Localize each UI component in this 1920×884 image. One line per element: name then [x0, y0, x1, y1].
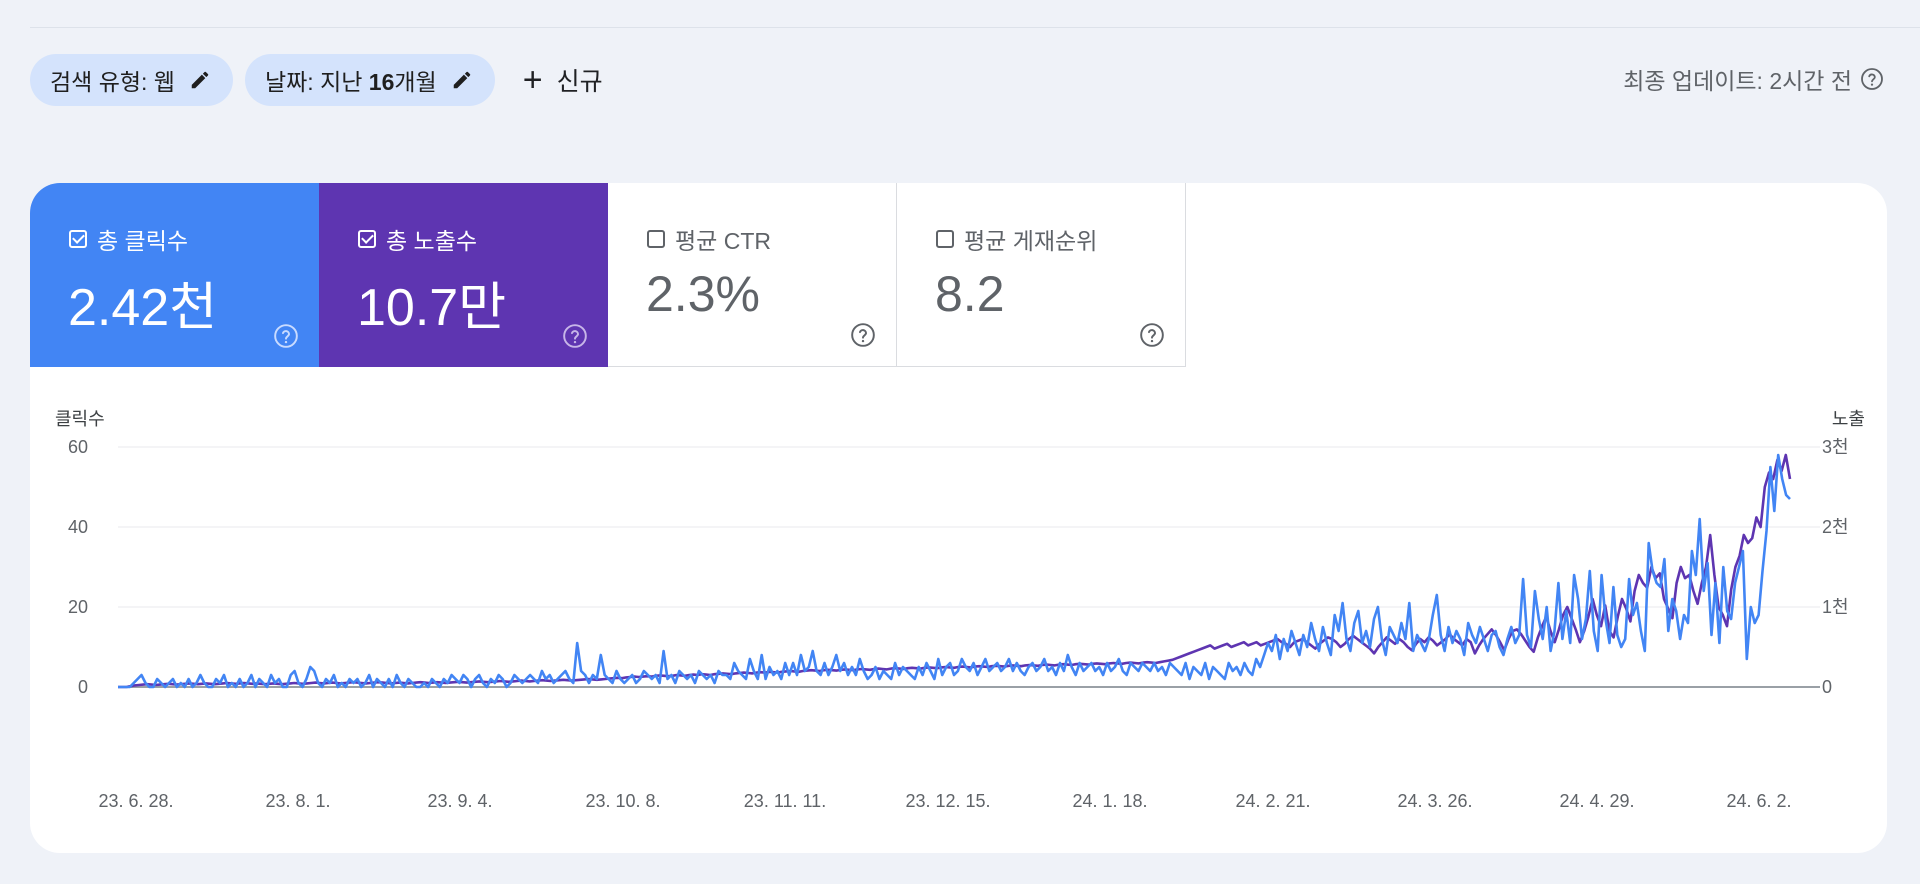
- checkbox-icon[interactable]: [647, 230, 665, 248]
- right-axis-ticks: 3천 2천 1천 0: [1822, 437, 1849, 697]
- x-axis-tick: 24. 6. 2.: [1726, 791, 1791, 811]
- x-axis-tick: 24. 3. 26.: [1397, 791, 1472, 811]
- x-axis-tick: 23. 12. 15.: [905, 791, 990, 811]
- filter-bar: 검색 유형: 웹 날짜: 지난 16개월 + 신규: [30, 54, 603, 106]
- right-axis-tick: 2천: [1822, 517, 1849, 537]
- top-divider: [30, 27, 1920, 28]
- x-axis-tick: 24. 4. 29.: [1559, 791, 1634, 811]
- x-axis-tick: 24. 2. 21.: [1235, 791, 1310, 811]
- chart-gridlines: [118, 446, 1820, 688]
- checkbox-icon[interactable]: [69, 230, 87, 248]
- left-axis-tick: 60: [68, 437, 88, 457]
- help-icon[interactable]: [1139, 322, 1165, 348]
- date-range-chip[interactable]: 날짜: 지난 16개월: [244, 54, 495, 106]
- x-axis-tick: 23. 10. 8.: [585, 791, 660, 811]
- new-filter-button[interactable]: + 신규: [523, 62, 603, 98]
- pencil-icon[interactable]: [189, 69, 211, 91]
- right-axis-tick: 1천: [1822, 597, 1849, 617]
- metric-average-ctr[interactable]: 평균 CTR 2.3%: [608, 183, 897, 367]
- help-icon[interactable]: [1860, 67, 1884, 91]
- metric-label: 평균 CTR: [675, 228, 771, 254]
- metric-label: 총 노출수: [386, 228, 478, 254]
- performance-card: 총 클릭수 2.42천 총 노출수 10.7만 평균 CTR 2.3%: [30, 183, 1887, 853]
- metric-value: 2.3%: [646, 266, 760, 322]
- left-axis-tick: 0: [78, 677, 88, 697]
- performance-chart: 클릭수 노출 60 40 20 0 3천 2천 1천 0 23. 6. 28. 23. 8. …: [55, 409, 1865, 811]
- plus-icon: +: [522, 61, 543, 99]
- x-axis-tick: 24. 1. 18.: [1072, 791, 1147, 811]
- left-axis-tick: 40: [68, 517, 88, 537]
- metric-label: 평균 게재순위: [964, 228, 1098, 254]
- search-type-label: 검색 유형: 웹: [50, 69, 175, 95]
- clicks-series-line: [118, 453, 1791, 689]
- x-axis-ticks: 23. 6. 28. 23. 8. 1. 23. 9. 4. 23. 10. 8. 23…: [98, 791, 1791, 811]
- left-axis-title: 클릭수: [55, 409, 105, 429]
- metric-average-position[interactable]: 평균 게재순위 8.2: [897, 183, 1186, 367]
- left-axis-tick: 20: [68, 597, 88, 617]
- x-axis-tick: 23. 9. 4.: [427, 791, 492, 811]
- chart-series: [118, 453, 1792, 689]
- help-icon[interactable]: [562, 323, 588, 349]
- metric-label: 총 클릭수: [97, 228, 189, 254]
- date-unit: 개월: [394, 69, 437, 95]
- x-axis-tick: 23. 11. 11.: [744, 791, 826, 811]
- checkbox-icon[interactable]: [358, 230, 376, 248]
- help-icon[interactable]: [850, 322, 876, 348]
- checkbox-icon[interactable]: [936, 230, 954, 248]
- metric-value: 10.7만: [357, 279, 507, 337]
- new-filter-label: 신규: [556, 68, 603, 96]
- date-prefix: 날짜: 지난: [264, 69, 363, 95]
- left-axis-ticks: 60 40 20 0: [68, 437, 88, 697]
- date-number: 16: [368, 69, 395, 95]
- metric-tabs: 총 클릭수 2.42천 총 노출수 10.7만 평균 CTR 2.3%: [30, 183, 1186, 368]
- metric-total-clicks[interactable]: 총 클릭수 2.42천: [30, 183, 319, 367]
- impressions-series-line: [118, 453, 1792, 689]
- metric-total-impressions[interactable]: 총 노출수 10.7만: [319, 183, 608, 367]
- right-axis-tick: 0: [1822, 677, 1832, 697]
- metric-value: 2.42천: [68, 279, 218, 337]
- date-range-label: 날짜: 지난 16개월: [265, 63, 437, 97]
- x-axis-tick: 23. 8. 1.: [265, 791, 330, 811]
- pencil-icon[interactable]: [451, 69, 473, 91]
- right-axis-title: 노출: [1832, 409, 1865, 429]
- help-icon[interactable]: [273, 323, 299, 349]
- last-update: 최종 업데이트: 2시간 전: [1623, 62, 1884, 96]
- x-axis-tick: 23. 6. 28.: [98, 791, 173, 811]
- last-update-text: 최종 업데이트: 2시간 전: [1623, 68, 1852, 94]
- right-axis-tick: 3천: [1822, 437, 1849, 457]
- search-type-chip[interactable]: 검색 유형: 웹: [30, 54, 233, 106]
- metric-value: 8.2: [935, 266, 1005, 322]
